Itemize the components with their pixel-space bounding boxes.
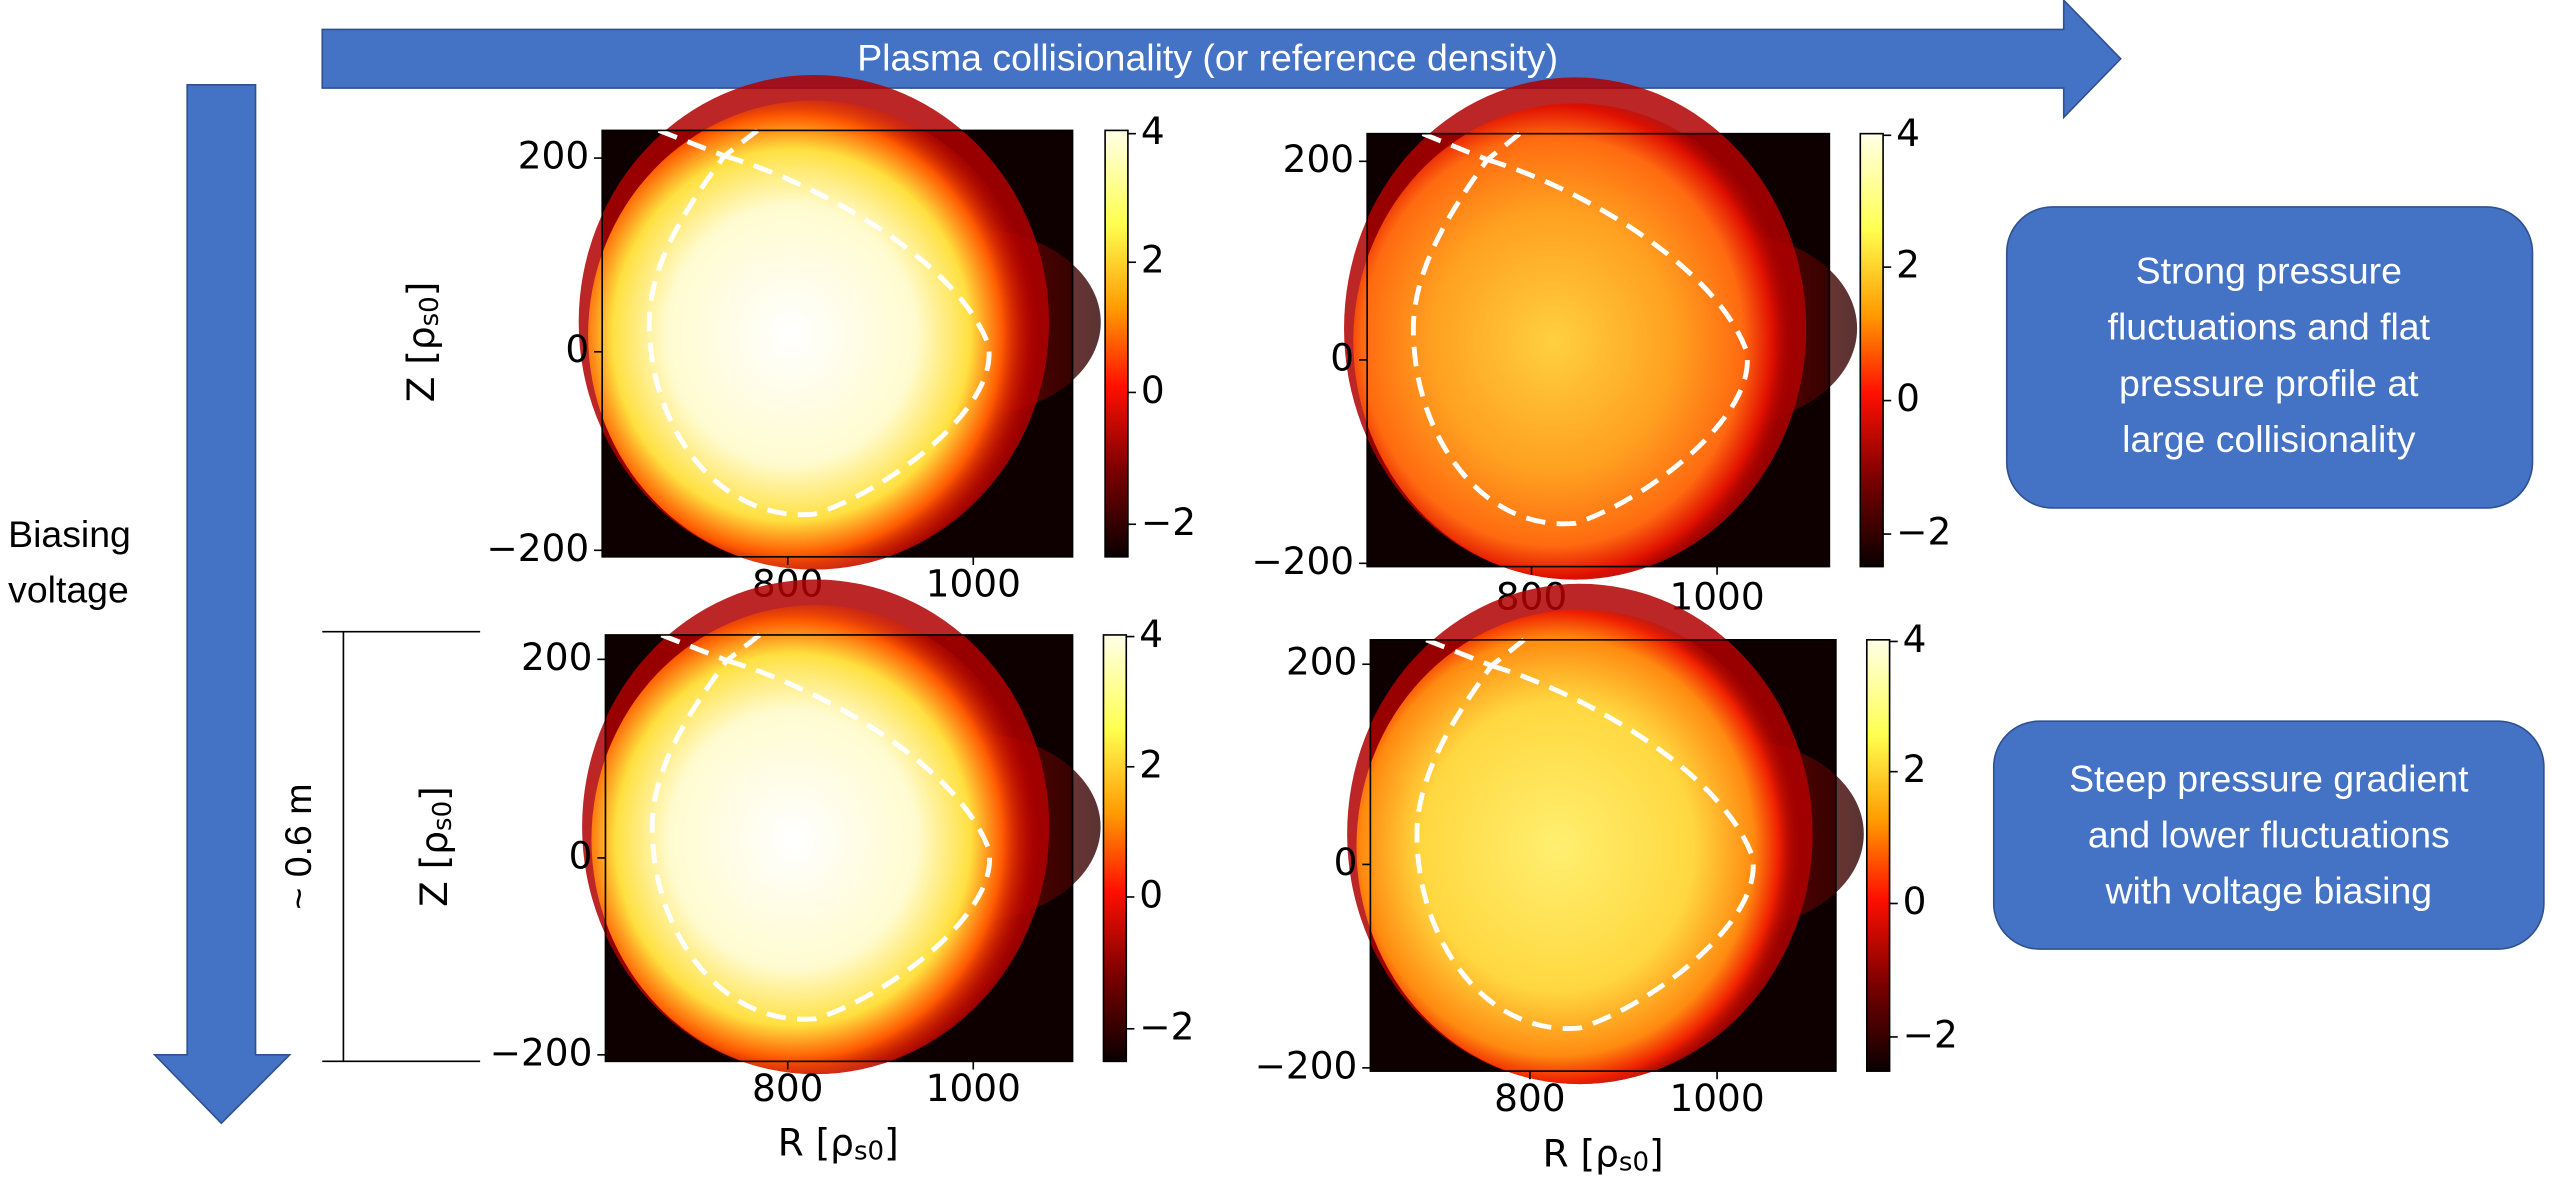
y-tick-label: 0: [1330, 335, 1354, 379]
axis-label: Z [ρs0]: [399, 282, 446, 403]
label-part: Z [ρ: [399, 326, 443, 402]
y-tick-label: 200: [518, 134, 589, 178]
arrow-label: Biasing: [8, 513, 131, 555]
arrow-label: Plasma collisionality (or reference dens…: [857, 36, 1558, 78]
colorbar-tick-label: 4: [1896, 111, 1920, 155]
note-line: and lower fluctuations: [2088, 813, 2450, 855]
y-tick-label: −200: [1251, 539, 1354, 583]
y-tick-label: −200: [490, 1030, 593, 1074]
label-part: s0: [428, 801, 458, 831]
colorbar-tick-label: 0: [1139, 872, 1163, 916]
label-part: R [ρ: [1543, 1131, 1619, 1175]
label-part: Z [ρ: [412, 831, 456, 907]
colorbar-tick-label: 4: [1141, 109, 1165, 153]
y-tick-label: 0: [569, 833, 593, 877]
colorbar-tick-label: −2: [1139, 1004, 1194, 1048]
y-tick-label: 0: [565, 327, 589, 371]
colorbar-tick-label: 0: [1141, 368, 1165, 412]
x-tick-label: 1000: [926, 562, 1021, 606]
label-part: s0: [415, 296, 445, 326]
colorbar-tick-label: 0: [1896, 376, 1920, 420]
separatrix: [646, 128, 992, 518]
side-arrow: Biasing voltage: [8, 84, 292, 1125]
colorbar-tick-label: 2: [1141, 238, 1165, 282]
label-part: ]: [1649, 1131, 1664, 1175]
colorbar-tick-label: −2: [1896, 510, 1951, 554]
colorbar-tick-label: −2: [1903, 1012, 1958, 1056]
colorbar: [1865, 639, 1891, 1072]
arrow-shape: [152, 84, 292, 1125]
colorbar: [1859, 132, 1884, 568]
note-box: [1992, 720, 2545, 950]
x-tick-label: 1000: [1669, 1076, 1764, 1120]
x-tick-label: 800: [1494, 1076, 1565, 1120]
plot-frame: [1366, 132, 1831, 568]
separatrix: [1410, 131, 1750, 527]
header-arrow: Plasma collisionality (or reference dens…: [321, 0, 2122, 120]
y-tick-label: 200: [521, 635, 592, 679]
scale-label: ~ 0.6 m: [277, 784, 319, 910]
note-line: Steep pressure gradient: [2069, 757, 2469, 799]
separatrix: [649, 632, 993, 1022]
note-line: pressure profile at: [2119, 362, 2419, 404]
note-line: fluctuations and flat: [2108, 306, 2431, 348]
axis-label: R [ρs0]: [1543, 1131, 1664, 1178]
plot-frame: [604, 634, 1074, 1063]
y-tick-label: −200: [486, 526, 589, 570]
arrow-label: voltage: [8, 569, 129, 611]
note: Strong pressure fluctuations and flat pres…: [2005, 206, 2534, 509]
note-line: with voltage biasing: [2105, 870, 2433, 912]
scale-bar: ~ 0.6 m: [277, 630, 481, 1063]
note-box: [2005, 206, 2534, 509]
colorbar-tick-label: 4: [1139, 612, 1163, 656]
separatrix: [1414, 637, 1756, 1031]
colorbar-tick-label: 2: [1903, 747, 1927, 791]
colorbar: [1104, 129, 1129, 558]
x-tick-label: 800: [752, 1066, 823, 1110]
colorbar-tick-label: 0: [1903, 879, 1927, 923]
y-tick-label: −200: [1255, 1043, 1358, 1087]
note-line: Strong pressure: [2136, 250, 2402, 292]
plot-frame: [1369, 639, 1837, 1072]
colorbar: [1102, 634, 1128, 1063]
heatmap-core: [1353, 103, 1798, 580]
y-tick-label: 200: [1283, 137, 1354, 181]
heatmap-panel: 200 0 −200 800 1000 4 2 0 −2 R [ρs0]: [1255, 583, 1958, 1178]
plot-frame: [601, 129, 1074, 558]
axis-label: Z [ρs0]: [412, 786, 459, 907]
label-part: R [ρ: [778, 1120, 854, 1164]
y-tick-label: 200: [1286, 640, 1357, 684]
note: Steep pressure gradient and lower fluctua…: [1992, 720, 2545, 950]
colorbar-tick-label: 2: [1139, 742, 1163, 786]
label-part: ]: [399, 282, 443, 297]
x-tick-label: 1000: [926, 1066, 1021, 1110]
label-part: ]: [412, 786, 456, 801]
label-part: s0: [1619, 1148, 1649, 1178]
heatmap-core: [1356, 609, 1804, 1085]
colorbar-tick-label: −2: [1141, 500, 1196, 544]
label-part: s0: [854, 1137, 884, 1167]
colorbar-tick-label: 4: [1903, 617, 1927, 661]
colorbar-tick-label: 2: [1896, 243, 1920, 287]
y-tick-label: 0: [1334, 840, 1358, 884]
label-part: ]: [884, 1120, 899, 1164]
heatmap-core: [591, 605, 1040, 1075]
heatmap-core: [588, 100, 1040, 570]
axis-label: R [ρs0]: [778, 1120, 899, 1167]
note-line: large collisionality: [2122, 418, 2416, 460]
